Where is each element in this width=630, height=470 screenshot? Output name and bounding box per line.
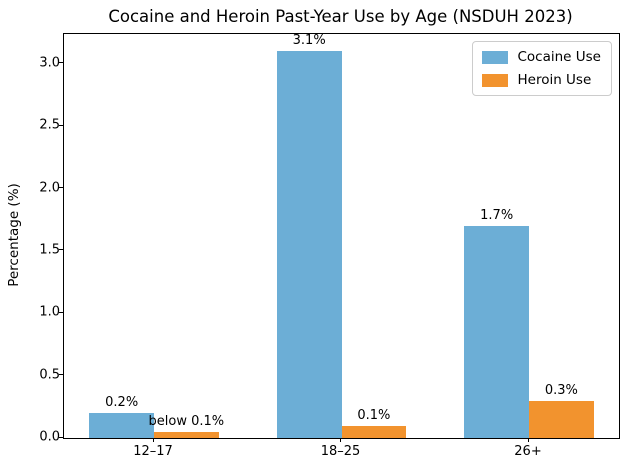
y-tick-mark	[59, 311, 63, 313]
bar-value-label: below 0.1%	[148, 413, 225, 429]
plot-area: 0.2% below 0.1% 3.1% 0.1% 1.7% 0.3% Cocaine U…	[63, 33, 620, 439]
y-tick-mark	[59, 124, 63, 126]
x-tick-label-18-25: 18–25	[320, 444, 361, 459]
bar-cocaine-use-26	[464, 226, 529, 438]
x-tick-label-12-17: 12–17	[133, 444, 173, 459]
legend-item-cocaine-use: Cocaine Use	[482, 49, 601, 65]
bar-value-label: 1.7%	[480, 208, 514, 224]
legend: Cocaine Use Heroin Use	[472, 41, 612, 96]
bar-value-label: 3.1%	[292, 33, 326, 49]
bar-heroin-use-18-25	[341, 425, 407, 438]
legend-item-heroin-use: Heroin Use	[482, 72, 601, 88]
y-tick-label: 3.0	[39, 55, 60, 71]
y-tick-label: 0.0	[39, 429, 60, 445]
x-tick-mark	[527, 438, 529, 442]
y-tick-label: 0.5	[39, 367, 60, 383]
y-axis-label: Percentage (%)	[6, 183, 22, 287]
y-tick-label: 2.5	[39, 117, 60, 133]
y-tick-label: 1.0	[39, 304, 60, 320]
x-tick-label-26: 26+	[514, 444, 542, 459]
legend-label: Cocaine Use	[517, 49, 601, 65]
y-tick-mark	[59, 187, 63, 189]
bar-cocaine-use-12-17	[89, 413, 154, 438]
bar-value-label: 0.1%	[357, 407, 391, 423]
bar-cocaine-use-18-25	[276, 51, 342, 438]
x-tick-mark	[340, 438, 341, 442]
legend-swatch-icon	[482, 73, 509, 87]
bar-heroin-use-26	[529, 400, 594, 438]
y-tick-label: 1.5	[39, 242, 60, 258]
legend-swatch-icon	[482, 50, 509, 64]
bar-value-label: 0.3%	[544, 382, 578, 398]
x-tick-mark	[152, 438, 154, 442]
y-tick-mark	[59, 436, 63, 438]
y-tick-mark	[59, 374, 63, 376]
y-tick-mark	[59, 62, 63, 64]
legend-label: Heroin Use	[517, 72, 592, 88]
bar-heroin-use-12-17	[154, 431, 219, 438]
y-tick-label: 2.0	[39, 180, 60, 196]
chart-title: Cocaine and Heroin Past-Year Use by Age …	[108, 7, 573, 26]
y-tick-mark	[59, 249, 63, 251]
bar-value-label: 0.2%	[105, 395, 139, 411]
